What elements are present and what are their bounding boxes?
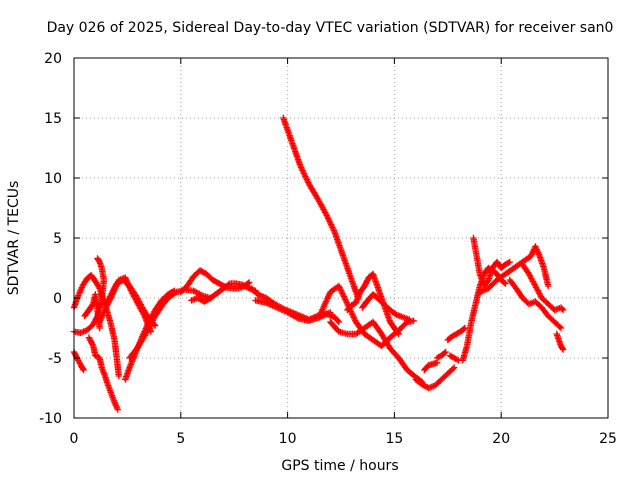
data-point	[327, 309, 334, 316]
data-point	[335, 318, 343, 326]
data-point	[451, 364, 458, 371]
chart-title: Day 026 of 2025, Sidereal Day-to-day VTE…	[47, 20, 614, 36]
series-arc-h	[122, 287, 178, 383]
data-point	[107, 294, 115, 301]
data-points	[70, 114, 567, 413]
data-point	[505, 259, 512, 266]
data-point	[410, 317, 417, 324]
x-tick-label: 10	[279, 431, 297, 447]
data-point	[94, 255, 101, 262]
y-tick-label: 20	[44, 51, 62, 67]
y-tick-label: 15	[44, 111, 62, 127]
data-point	[90, 321, 97, 328]
series-arc-y	[470, 234, 513, 290]
series-arc-aa	[506, 276, 565, 332]
data-point	[442, 348, 449, 356]
data-point	[171, 289, 179, 297]
data-point	[114, 406, 121, 413]
data-point	[557, 324, 565, 332]
series-arc-a	[70, 348, 87, 374]
x-tick-label: 15	[385, 431, 403, 447]
data-point	[96, 324, 103, 332]
x-tick-label: 20	[492, 431, 510, 447]
x-tick-label: 0	[70, 431, 79, 447]
x-tick-label: 5	[176, 431, 185, 447]
series-arc-x	[459, 264, 509, 364]
data-point	[364, 277, 371, 284]
data-point	[102, 304, 110, 311]
series-arc-bb	[519, 261, 567, 314]
data-point	[363, 278, 370, 285]
y-tick-label: 10	[44, 171, 62, 187]
data-point	[107, 295, 114, 302]
data-point	[104, 300, 112, 307]
y-tick-label: 5	[53, 231, 62, 247]
data-point	[89, 341, 96, 348]
data-point	[453, 356, 461, 363]
data-point	[361, 282, 368, 290]
series-arc-u	[433, 348, 449, 362]
data-point	[95, 256, 102, 263]
series-arc-s	[412, 364, 458, 392]
data-point	[245, 279, 253, 286]
data-point	[80, 366, 87, 374]
data-point	[106, 297, 113, 304]
series-arc-r	[359, 291, 413, 323]
y-axis-ticks: -10 -5 0 5 10 15 20	[39, 51, 608, 427]
data-point	[86, 335, 93, 343]
y-tick-label: 0	[53, 291, 62, 307]
data-point	[108, 292, 115, 300]
series-arc-m	[252, 297, 334, 324]
x-axis-ticks: 0 5 10 15 20 25	[70, 58, 617, 447]
data-point	[244, 284, 252, 291]
data-point	[79, 365, 87, 372]
data-point	[460, 325, 468, 333]
series-arc-v	[444, 324, 469, 344]
data-point	[395, 330, 402, 338]
data-point	[441, 349, 448, 357]
data-point	[87, 337, 94, 344]
data-point	[506, 258, 513, 266]
data-point	[461, 324, 469, 332]
data-point	[544, 282, 552, 290]
data-point	[501, 279, 508, 286]
data-point	[558, 305, 566, 312]
data-point	[394, 329, 402, 336]
x-axis-label: GPS time / hours	[281, 458, 398, 474]
series-arc-cc	[553, 330, 567, 353]
y-tick-label: -10	[39, 411, 62, 427]
series-arc-e	[85, 334, 121, 413]
series-arc-g	[96, 274, 155, 335]
data-point	[362, 280, 370, 287]
data-point	[71, 350, 78, 357]
series-arc-z	[476, 243, 552, 296]
data-point	[225, 281, 232, 288]
x-tick-label: 25	[599, 431, 617, 447]
series-arc-w	[446, 352, 462, 364]
series-arc-t	[421, 359, 441, 374]
data-point	[104, 301, 111, 308]
y-axis-label: SDTVAR / TECUs	[6, 181, 22, 296]
data-point	[556, 323, 563, 330]
data-point	[334, 317, 341, 324]
data-point	[103, 302, 110, 310]
data-point	[559, 345, 566, 352]
series-arc-n	[280, 114, 362, 302]
data-point	[115, 372, 123, 380]
data-point	[87, 338, 95, 345]
data-point	[362, 281, 369, 288]
data-point	[502, 280, 509, 287]
series-arc-p	[327, 318, 426, 386]
data-point	[105, 298, 113, 305]
data-point	[559, 306, 567, 314]
data-point	[88, 340, 95, 347]
data-point	[72, 351, 79, 358]
y-tick-label: -5	[48, 351, 62, 367]
data-point	[559, 346, 567, 353]
data-point	[449, 365, 457, 372]
data-point	[406, 316, 413, 323]
data-point	[85, 334, 93, 341]
grid	[74, 58, 608, 418]
